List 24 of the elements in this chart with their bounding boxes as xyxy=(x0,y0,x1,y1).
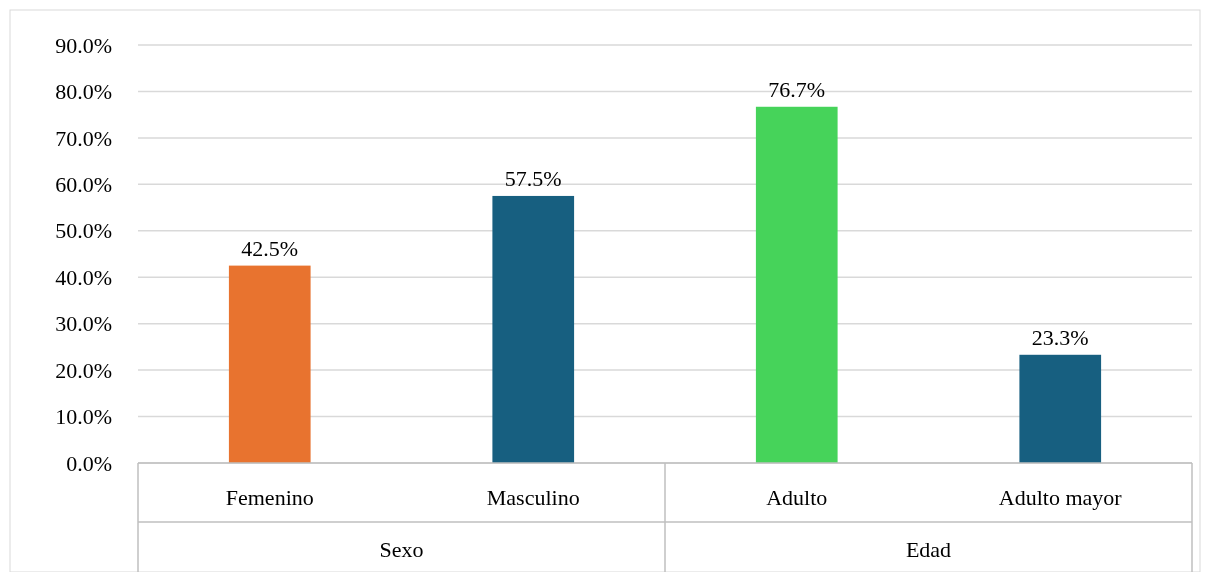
bar xyxy=(228,265,311,463)
x-tick-label: Adulto mayor xyxy=(998,485,1123,510)
y-tick-label: 10.0% xyxy=(55,404,112,430)
text: Sexo xyxy=(379,537,424,562)
y-tick-label: 50.0% xyxy=(55,218,112,244)
x-tick-label: Masculino xyxy=(486,485,580,510)
text: Edad xyxy=(905,537,952,562)
bar xyxy=(1019,354,1102,463)
y-tick-label: 0.0% xyxy=(66,450,112,476)
data-label: 23.3% xyxy=(1031,324,1089,350)
data-label: 76.7% xyxy=(768,76,826,102)
y-tick-label: 20.0% xyxy=(55,357,112,383)
x-tick-label: Adulto xyxy=(766,485,828,510)
x-tick-label: Femenino xyxy=(225,485,314,510)
y-tick-label: 40.0% xyxy=(55,264,112,290)
data-label: 42.5% xyxy=(241,235,299,261)
y-tick-label: 30.0% xyxy=(55,311,112,337)
data-label: 57.5% xyxy=(504,165,562,191)
bar xyxy=(755,106,838,463)
y-tick-label: 90.0% xyxy=(55,32,112,58)
y-tick-label: 60.0% xyxy=(55,172,112,198)
y-tick-label: 70.0% xyxy=(55,125,112,151)
y-tick-label: 80.0% xyxy=(55,79,112,105)
bar xyxy=(492,195,575,463)
